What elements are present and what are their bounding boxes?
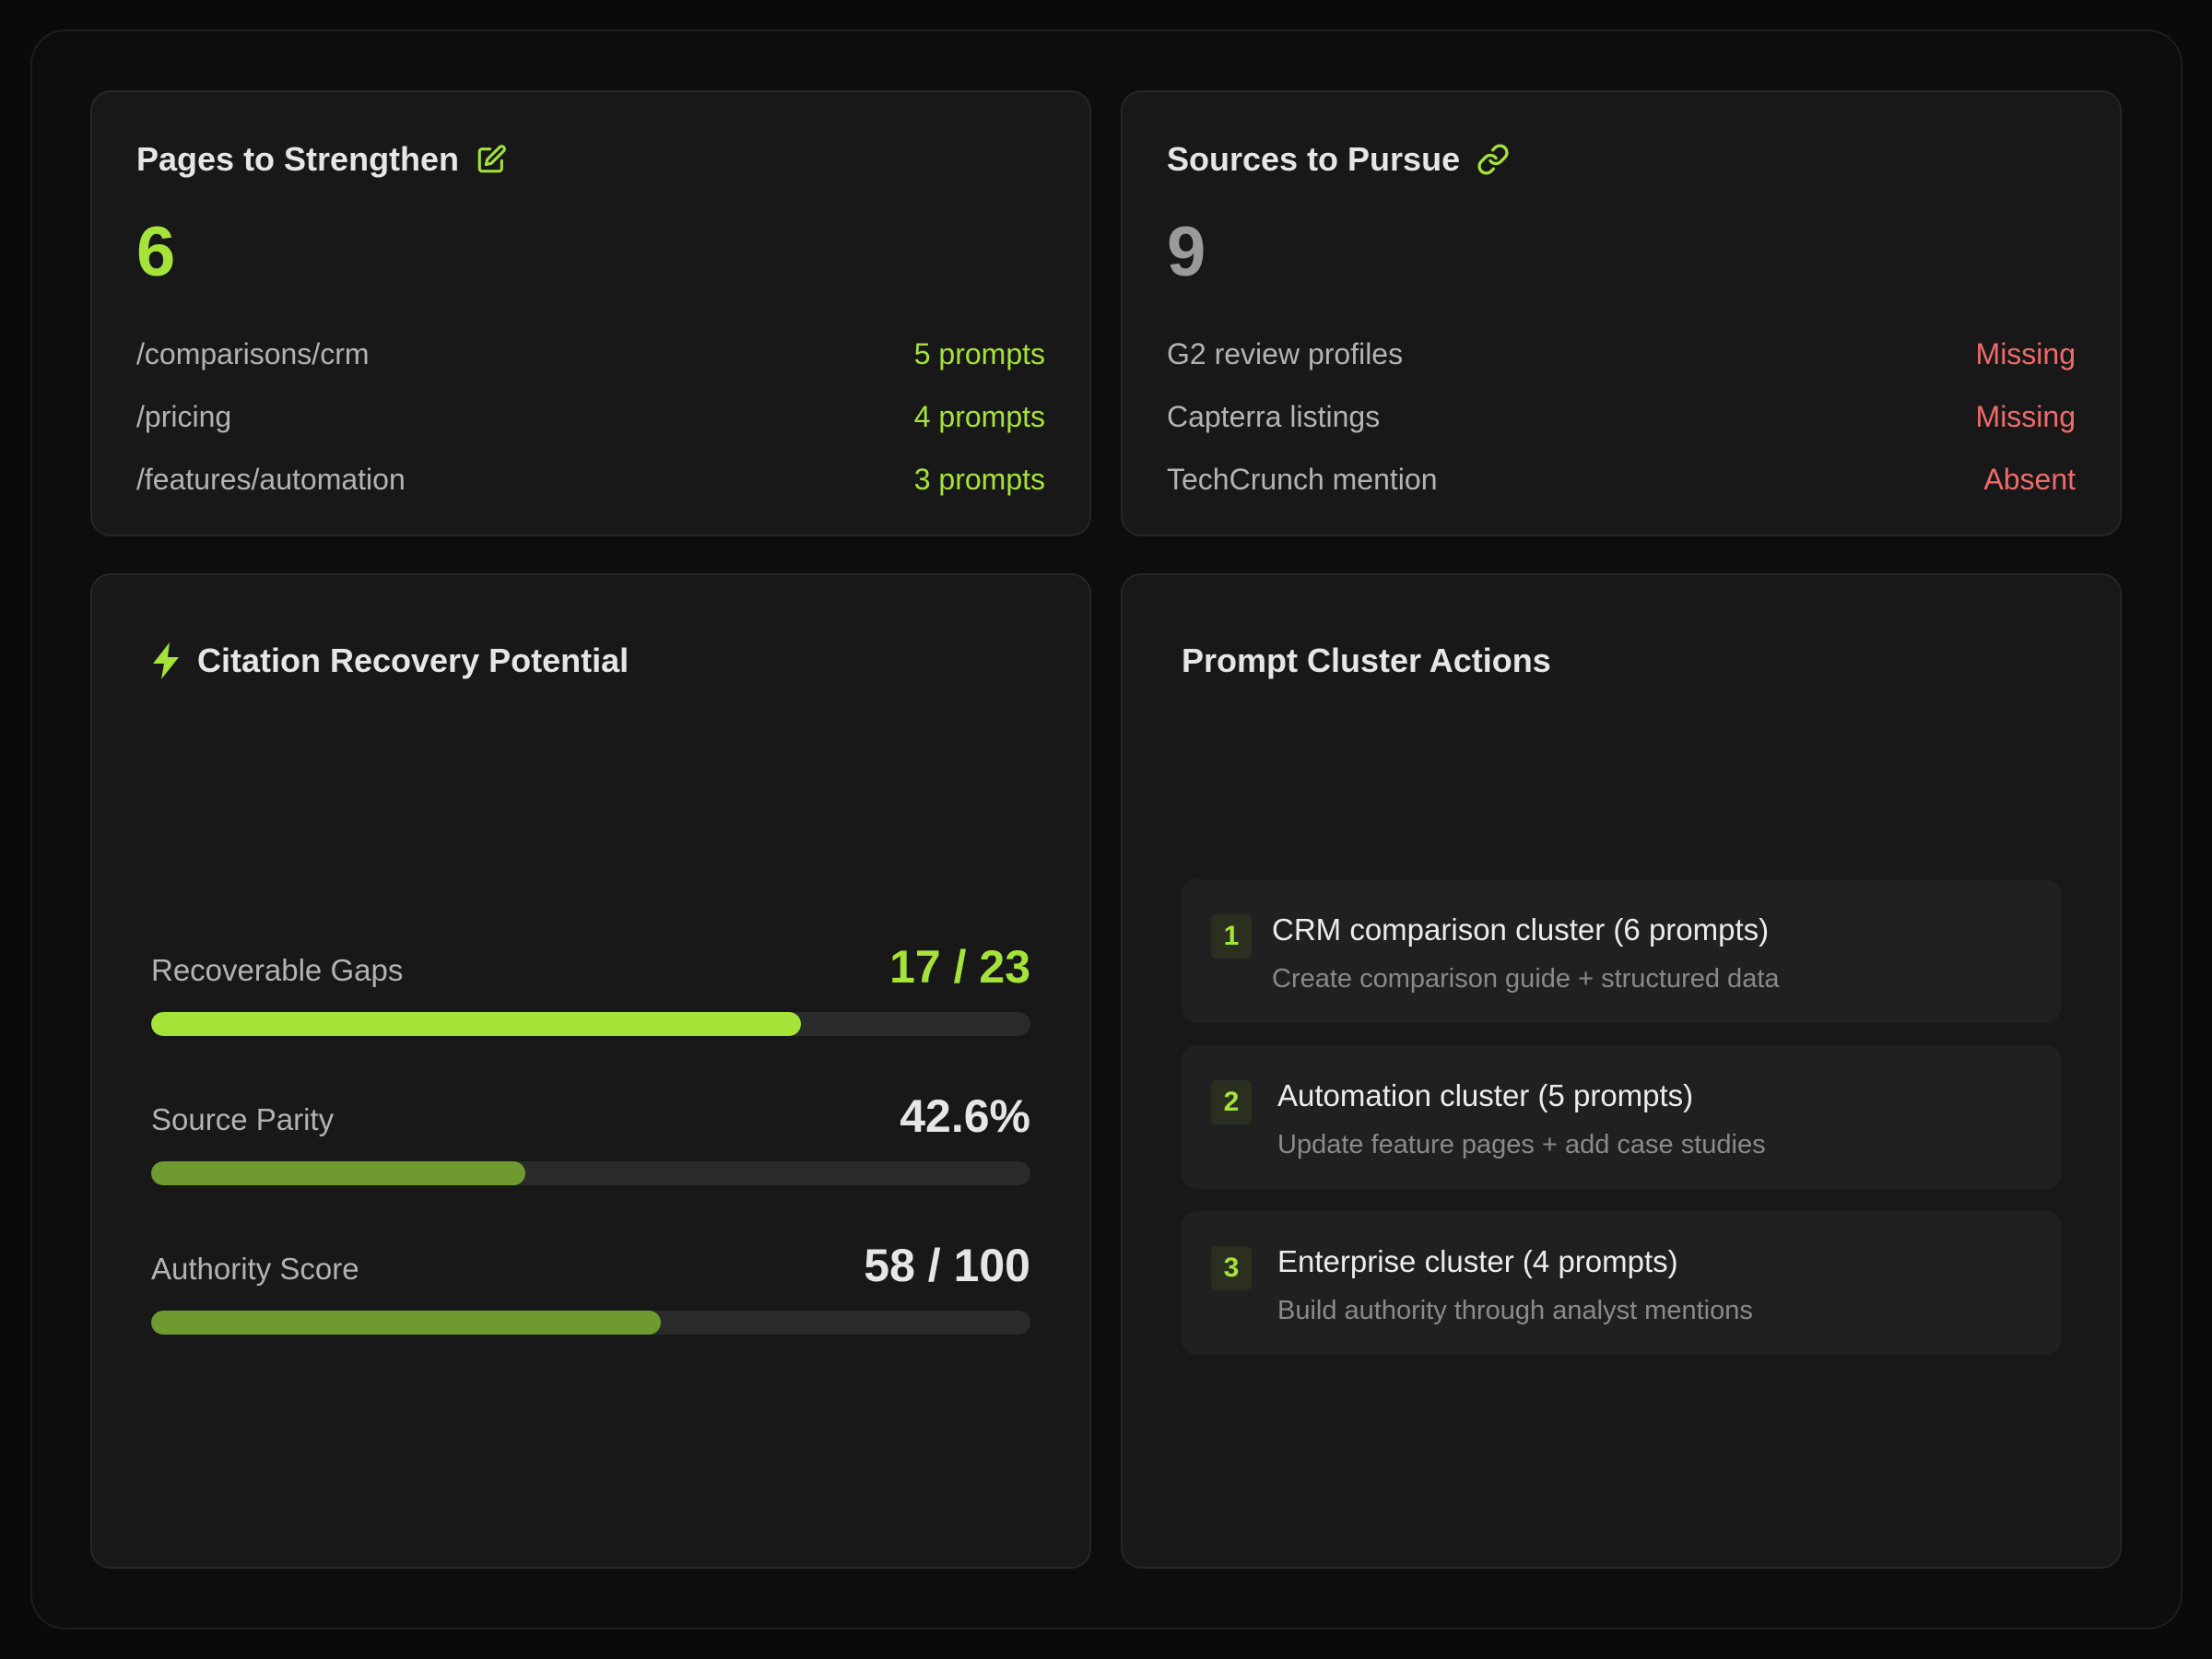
action-number-badge: 2 — [1211, 1080, 1252, 1124]
metric-value: 42.6% — [900, 1090, 1030, 1142]
metric-recoverable-gaps: Recoverable Gaps 17 / 23 — [151, 935, 1030, 1036]
page-path: /features/automation — [136, 462, 406, 496]
list-item[interactable]: /comparisons/crm 5 prompts — [136, 323, 1045, 385]
pages-to-strengthen-card: Pages to Strengthen 6 /comparisons/crm 5… — [90, 90, 1091, 536]
action-item[interactable]: 2 Automation cluster (5 prompts) Update … — [1182, 1045, 2061, 1189]
action-title: Automation cluster (5 prompts) — [1277, 1078, 1694, 1112]
metric-label: Authority Score — [151, 1252, 359, 1286]
recovery-metrics: Recoverable Gaps 17 / 23 Source Parity 4… — [151, 935, 1030, 1382]
list-item[interactable]: Capterra listings Missing — [1167, 385, 2076, 448]
action-number-badge: 3 — [1211, 1246, 1252, 1290]
metric-authority-score: Authority Score 58 / 100 — [151, 1233, 1030, 1335]
metric-source-parity: Source Parity 42.6% — [151, 1084, 1030, 1185]
sources-to-pursue-card: Sources to Pursue 9 G2 review profiles M… — [1121, 90, 2122, 536]
actions-card-header: Prompt Cluster Actions — [1182, 641, 1551, 680]
pages-list: /comparisons/crm 5 prompts /pricing 4 pr… — [136, 323, 1045, 511]
progress-track — [151, 1311, 1030, 1335]
action-description: Build authority through analyst mentions — [1277, 1296, 1753, 1325]
recovery-card-header: Citation Recovery Potential — [151, 641, 629, 680]
metric-label: Source Parity — [151, 1102, 335, 1136]
sources-count: 9 — [1167, 213, 1206, 291]
source-status: Absent — [1983, 462, 2076, 496]
metric-label: Recoverable Gaps — [151, 953, 404, 987]
list-item[interactable]: G2 review profiles Missing — [1167, 323, 2076, 385]
list-item[interactable]: /pricing 4 prompts — [136, 385, 1045, 448]
pages-card-title: Pages to Strengthen — [136, 140, 460, 178]
action-description: Update feature pages + add case studies — [1277, 1130, 1766, 1159]
source-name: TechCrunch mention — [1167, 462, 1438, 496]
progress-fill — [151, 1012, 801, 1036]
action-number-badge: 1 — [1211, 914, 1252, 959]
action-item[interactable]: 1 CRM comparison cluster (6 prompts) Cre… — [1182, 879, 2061, 1023]
actions-list: 1 CRM comparison cluster (6 prompts) Cre… — [1182, 879, 2061, 1377]
pages-count: 6 — [136, 213, 176, 291]
source-name: Capterra listings — [1167, 399, 1381, 433]
metric-value: 58 / 100 — [864, 1240, 1030, 1291]
progress-fill — [151, 1311, 662, 1335]
pages-card-header: Pages to Strengthen — [136, 140, 507, 179]
action-title: Enterprise cluster (4 prompts) — [1277, 1244, 1678, 1278]
action-item[interactable]: 3 Enterprise cluster (4 prompts) Build a… — [1182, 1211, 2061, 1355]
progress-fill — [151, 1161, 526, 1185]
page-path: /pricing — [136, 399, 232, 433]
actions-card-title: Prompt Cluster Actions — [1182, 641, 1551, 679]
source-name: G2 review profiles — [1167, 336, 1404, 371]
action-description: Create comparison guide + structured dat… — [1272, 964, 1780, 994]
page-path: /comparisons/crm — [136, 336, 370, 371]
prompt-count: 4 prompts — [913, 399, 1045, 433]
metric-value: 17 / 23 — [889, 941, 1030, 993]
prompt-count: 5 prompts — [913, 336, 1045, 371]
link-icon[interactable] — [1477, 143, 1510, 176]
list-item[interactable]: /features/automation 3 prompts — [136, 448, 1045, 511]
prompt-cluster-actions-card: Prompt Cluster Actions 1 CRM comparison … — [1121, 573, 2122, 1569]
progress-track — [151, 1161, 1030, 1185]
source-status: Missing — [1975, 336, 2076, 371]
action-title: CRM comparison cluster (6 prompts) — [1272, 912, 1770, 947]
bolt-icon — [151, 642, 181, 679]
recovery-card-title: Citation Recovery Potential — [197, 641, 629, 679]
prompt-count: 3 prompts — [913, 462, 1045, 496]
sources-card-header: Sources to Pursue — [1167, 140, 1510, 179]
list-item[interactable]: TechCrunch mention Absent — [1167, 448, 2076, 511]
sources-card-title: Sources to Pursue — [1167, 140, 1461, 178]
citation-recovery-card: Citation Recovery Potential Recoverable … — [90, 573, 1091, 1569]
edit-icon[interactable] — [476, 144, 507, 175]
source-status: Missing — [1975, 399, 2076, 433]
sources-list: G2 review profiles Missing Capterra list… — [1167, 323, 2076, 511]
progress-track — [151, 1012, 1030, 1036]
